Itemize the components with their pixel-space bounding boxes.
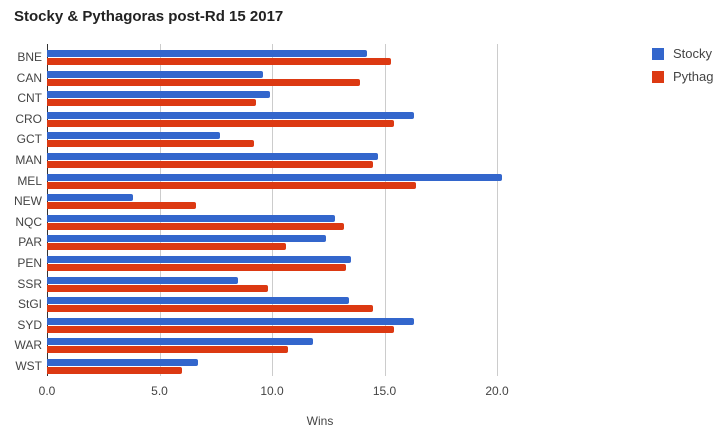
bar-stocky[interactable] — [47, 297, 349, 305]
gridline — [384, 44, 386, 376]
bar-pythag[interactable] — [47, 325, 394, 333]
legend-swatch-icon — [652, 47, 664, 60]
legend-swatch-icon — [652, 70, 664, 83]
gridline — [159, 44, 161, 376]
bar-stocky[interactable] — [47, 256, 351, 263]
bar-stocky[interactable] — [47, 235, 326, 243]
bar-stocky[interactable] — [47, 91, 270, 99]
chart-title: Stocky & Pythagoras post-Rd 15 2017 — [14, 8, 284, 25]
category-label: WAR — [14, 338, 42, 353]
category-label: PEN — [17, 256, 42, 270]
bar-stocky[interactable] — [47, 111, 414, 119]
plot-area — [47, 44, 557, 376]
bar-pythag[interactable] — [47, 305, 374, 313]
bar-pythag[interactable] — [47, 202, 196, 210]
y-axis-line — [47, 44, 48, 376]
bar-stocky[interactable] — [47, 173, 502, 181]
category-label: SYD — [17, 317, 42, 332]
x-tick-label: 15.0 — [372, 384, 397, 398]
bar-stocky[interactable] — [47, 359, 198, 366]
x-tick-label: 0.0 — [38, 384, 56, 398]
bar-stocky[interactable] — [47, 50, 367, 57]
legend-item-pythag[interactable]: Pythag — [652, 65, 713, 88]
bar-pythag[interactable] — [47, 78, 360, 86]
category-label: MEL — [17, 173, 42, 188]
bar-stocky[interactable] — [47, 70, 263, 78]
x-tick-label: 10.0 — [260, 384, 284, 398]
category-label: NQC — [15, 214, 42, 229]
bar-stocky[interactable] — [47, 317, 414, 325]
bar-pythag[interactable] — [47, 140, 254, 148]
bar-pythag[interactable] — [47, 346, 288, 354]
bar-stocky[interactable] — [47, 276, 239, 284]
bar-stocky[interactable] — [47, 194, 133, 202]
legend-label: Pythag — [673, 69, 714, 84]
category-label: GCT — [16, 132, 42, 147]
bar-pythag[interactable] — [47, 243, 286, 251]
bar-pythag[interactable] — [47, 264, 347, 271]
bar-pythag[interactable] — [47, 99, 257, 107]
category-label: CRO — [15, 111, 42, 126]
category-label: MAN — [15, 153, 42, 167]
x-tick-label: 5.0 — [151, 384, 168, 398]
bar-pythag[interactable] — [47, 58, 392, 65]
gridline — [497, 44, 498, 376]
gridline — [272, 44, 273, 376]
category-label: CAN — [16, 70, 42, 85]
legend: Stocky Pythag — [652, 42, 713, 88]
category-label: SSR — [17, 276, 42, 291]
category-label: PAR — [18, 235, 42, 250]
category-label: NEW — [14, 194, 42, 209]
category-label: WST — [15, 359, 42, 373]
bar-pythag[interactable] — [47, 284, 268, 292]
x-tick-label: 20.0 — [485, 384, 509, 398]
bar-pythag[interactable] — [47, 119, 394, 127]
legend-label: Stocky — [673, 46, 713, 61]
category-label: StGI — [17, 297, 42, 312]
bar-pythag[interactable] — [47, 222, 344, 230]
category-label: CNT — [17, 91, 42, 106]
legend-item-stocky[interactable]: Stocky — [652, 42, 713, 65]
bar-pythag[interactable] — [47, 161, 374, 168]
bar-stocky[interactable] — [47, 338, 313, 346]
bar-stocky[interactable] — [47, 132, 221, 140]
category-label: BNE — [17, 50, 42, 64]
bar-stocky[interactable] — [47, 153, 378, 160]
x-axis-label: Wins — [306, 414, 334, 428]
bar-stocky[interactable] — [47, 214, 335, 222]
bar-pythag[interactable] — [47, 181, 416, 189]
bar-pythag[interactable] — [47, 367, 182, 374]
